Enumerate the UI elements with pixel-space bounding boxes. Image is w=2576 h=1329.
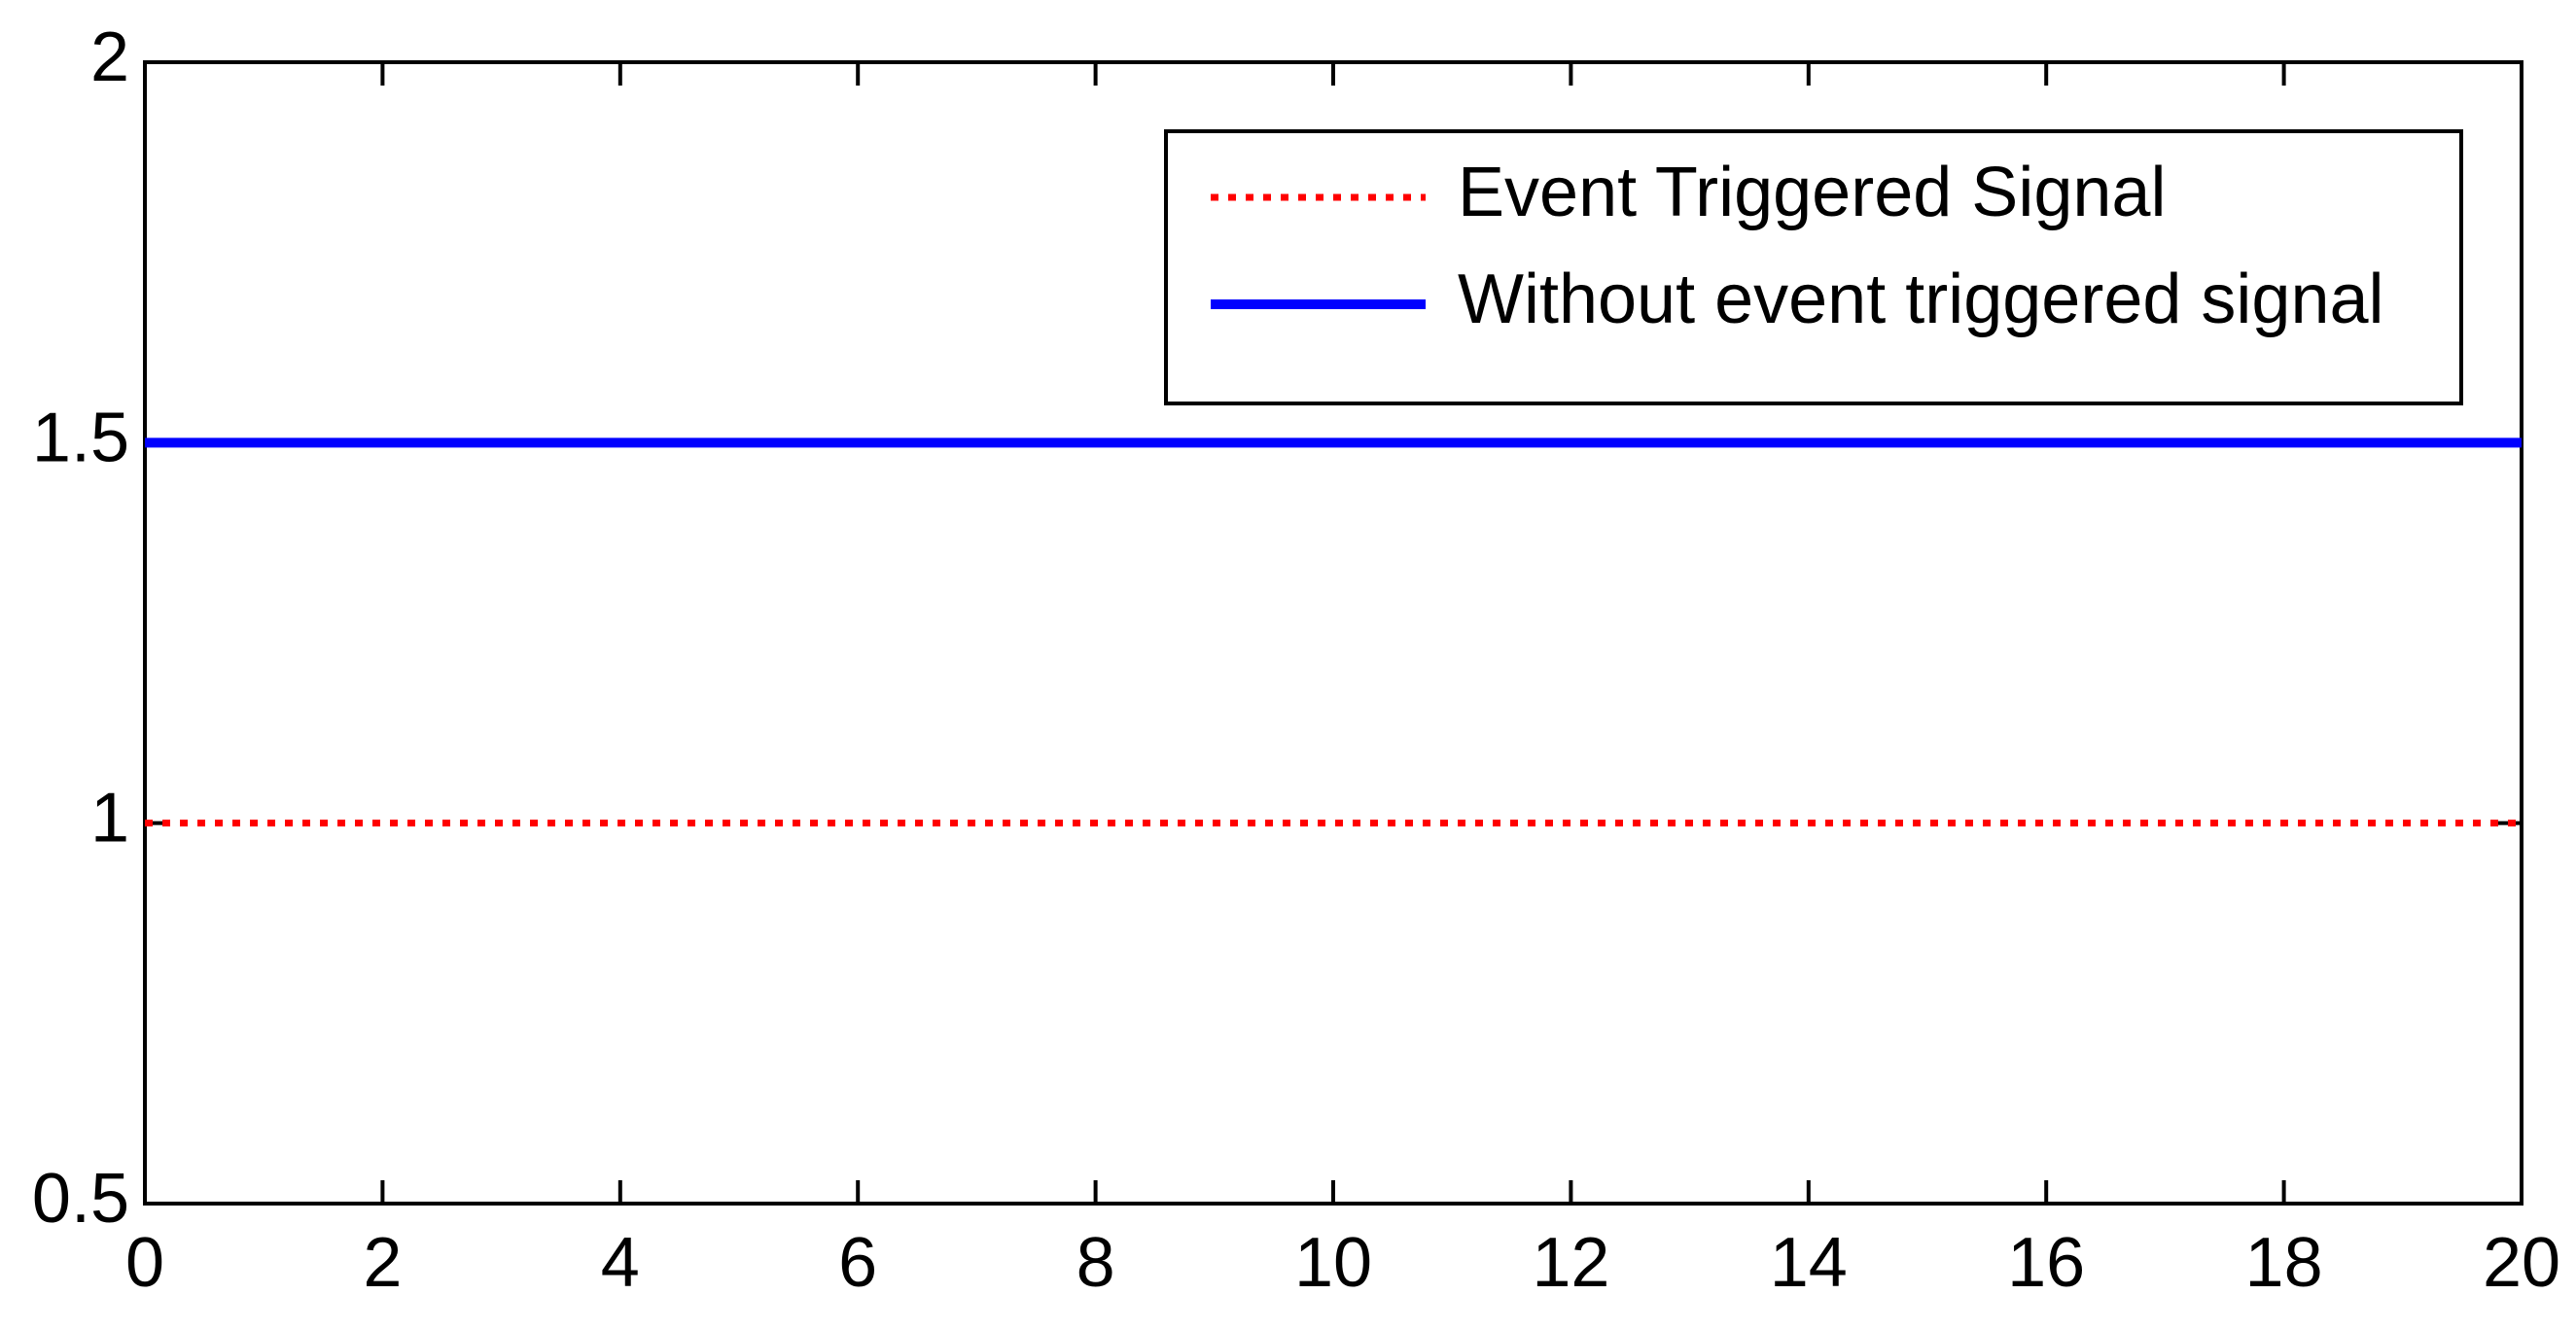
x-tick-label: 2 bbox=[363, 1224, 402, 1302]
y-tick-label: 0.5 bbox=[32, 1160, 129, 1238]
legend-label: Event Triggered Signal bbox=[1458, 154, 2166, 231]
x-tick-label: 12 bbox=[1532, 1224, 1609, 1302]
y-tick-label: 1.5 bbox=[32, 399, 129, 476]
x-tick-label: 16 bbox=[2007, 1224, 2085, 1302]
x-tick-label: 4 bbox=[601, 1224, 640, 1302]
x-tick-label: 8 bbox=[1076, 1224, 1115, 1302]
legend-label: Without event triggered signal bbox=[1458, 261, 2384, 338]
y-tick-label: 1 bbox=[90, 780, 129, 857]
legend-box bbox=[1164, 129, 2463, 405]
x-tick-label: 0 bbox=[125, 1224, 164, 1302]
x-tick-label: 20 bbox=[2483, 1224, 2560, 1302]
x-tick-label: 10 bbox=[1294, 1224, 1372, 1302]
y-tick-label: 2 bbox=[90, 18, 129, 96]
x-tick-label: 18 bbox=[2245, 1224, 2323, 1302]
x-tick-label: 14 bbox=[1770, 1224, 1848, 1302]
x-tick-label: 6 bbox=[838, 1224, 877, 1302]
